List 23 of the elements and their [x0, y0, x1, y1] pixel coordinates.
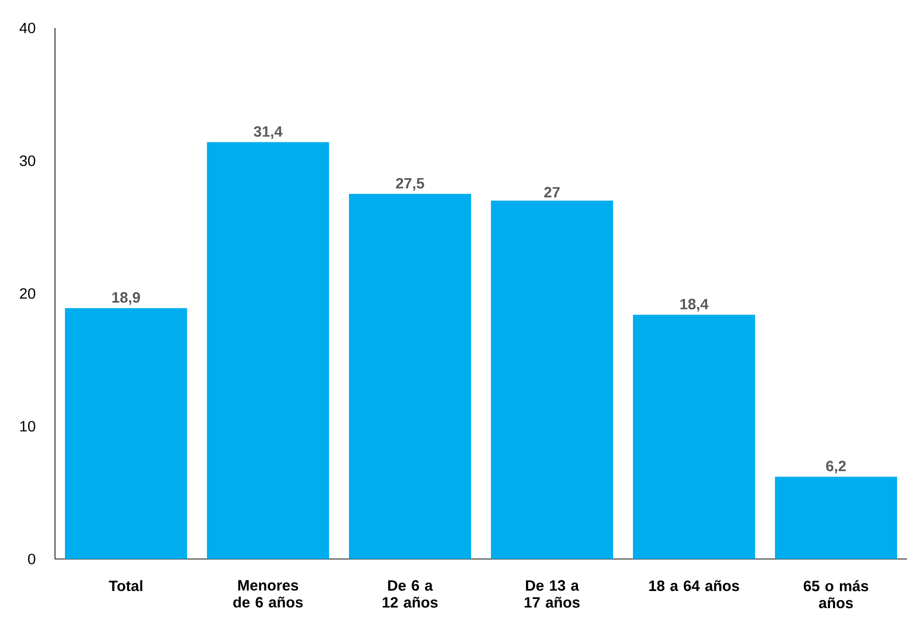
y-tick-label: 0	[28, 554, 36, 564]
x-tick-label: 18 a 64 años	[649, 580, 740, 592]
bar	[206, 142, 330, 559]
data-label: 27,5	[396, 178, 424, 191]
x-tick-label: 65 o más años	[804, 580, 868, 608]
data-label: 31,4	[254, 126, 282, 139]
x-tick-label: Menores de 6 años	[233, 580, 303, 608]
bar	[348, 194, 472, 559]
data-label: 6,2	[826, 460, 846, 474]
y-tick-label: 20	[20, 288, 36, 299]
bar	[632, 314, 756, 559]
data-label: 18,4	[680, 298, 708, 312]
y-tick-label: 10	[20, 420, 36, 432]
data-label: 27	[544, 186, 560, 198]
x-tick-label: Total	[108, 580, 142, 592]
data-label: 18,9	[112, 292, 140, 305]
y-tick-label: 30	[20, 155, 36, 166]
bar	[64, 308, 188, 559]
bar	[774, 476, 898, 559]
x-tick-label: De 13 a 17 años	[524, 580, 580, 608]
bar	[490, 200, 614, 559]
y-tick-label: 40	[20, 22, 36, 34]
x-tick-label: De 6 a 12 años	[382, 580, 438, 608]
